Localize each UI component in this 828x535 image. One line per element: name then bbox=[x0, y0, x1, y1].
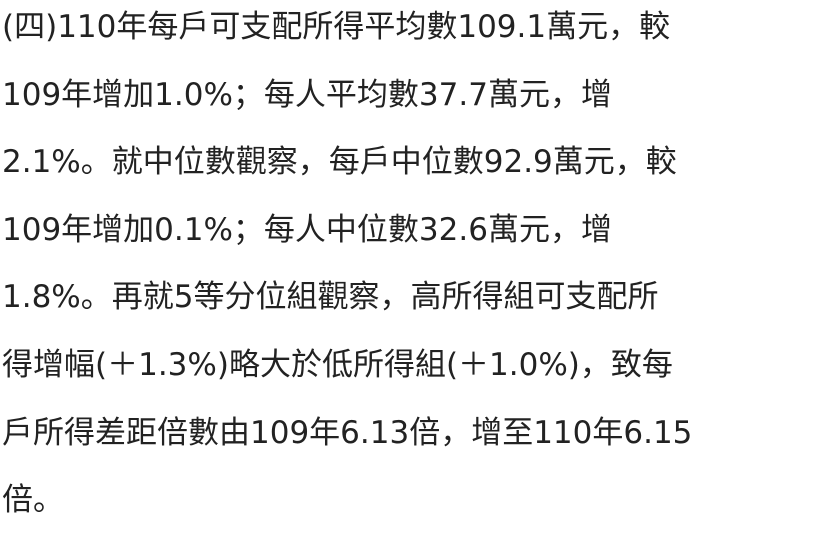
document-paragraph: (四)110年每戶可支配所得平均數109.1萬元，較 109年增加1.0%；每人… bbox=[2, 0, 692, 535]
text-line: 109年增加1.0%；每人平均數37.7萬元，增 bbox=[2, 76, 612, 113]
text-line: 戶所得差距倍數由109年6.13倍，增至110年6.15 bbox=[2, 414, 693, 451]
text-line: 109年增加0.1%；每人中位數32.6萬元，增 bbox=[2, 211, 612, 248]
text-line: 2.1%。就中位數觀察，每戶中位數92.9萬元，較 bbox=[2, 144, 677, 181]
text-line: 倍。 bbox=[2, 482, 64, 519]
text-line: (四)110年每戶可支配所得平均數109.1萬元，較 bbox=[2, 9, 671, 45]
text-line: 1.8%。再就5等分位組觀察，高所得組可支配所 bbox=[2, 279, 659, 316]
text-line: 得增幅(＋1.3%)略大於低所得組(＋1.0%)，致每 bbox=[2, 346, 673, 383]
